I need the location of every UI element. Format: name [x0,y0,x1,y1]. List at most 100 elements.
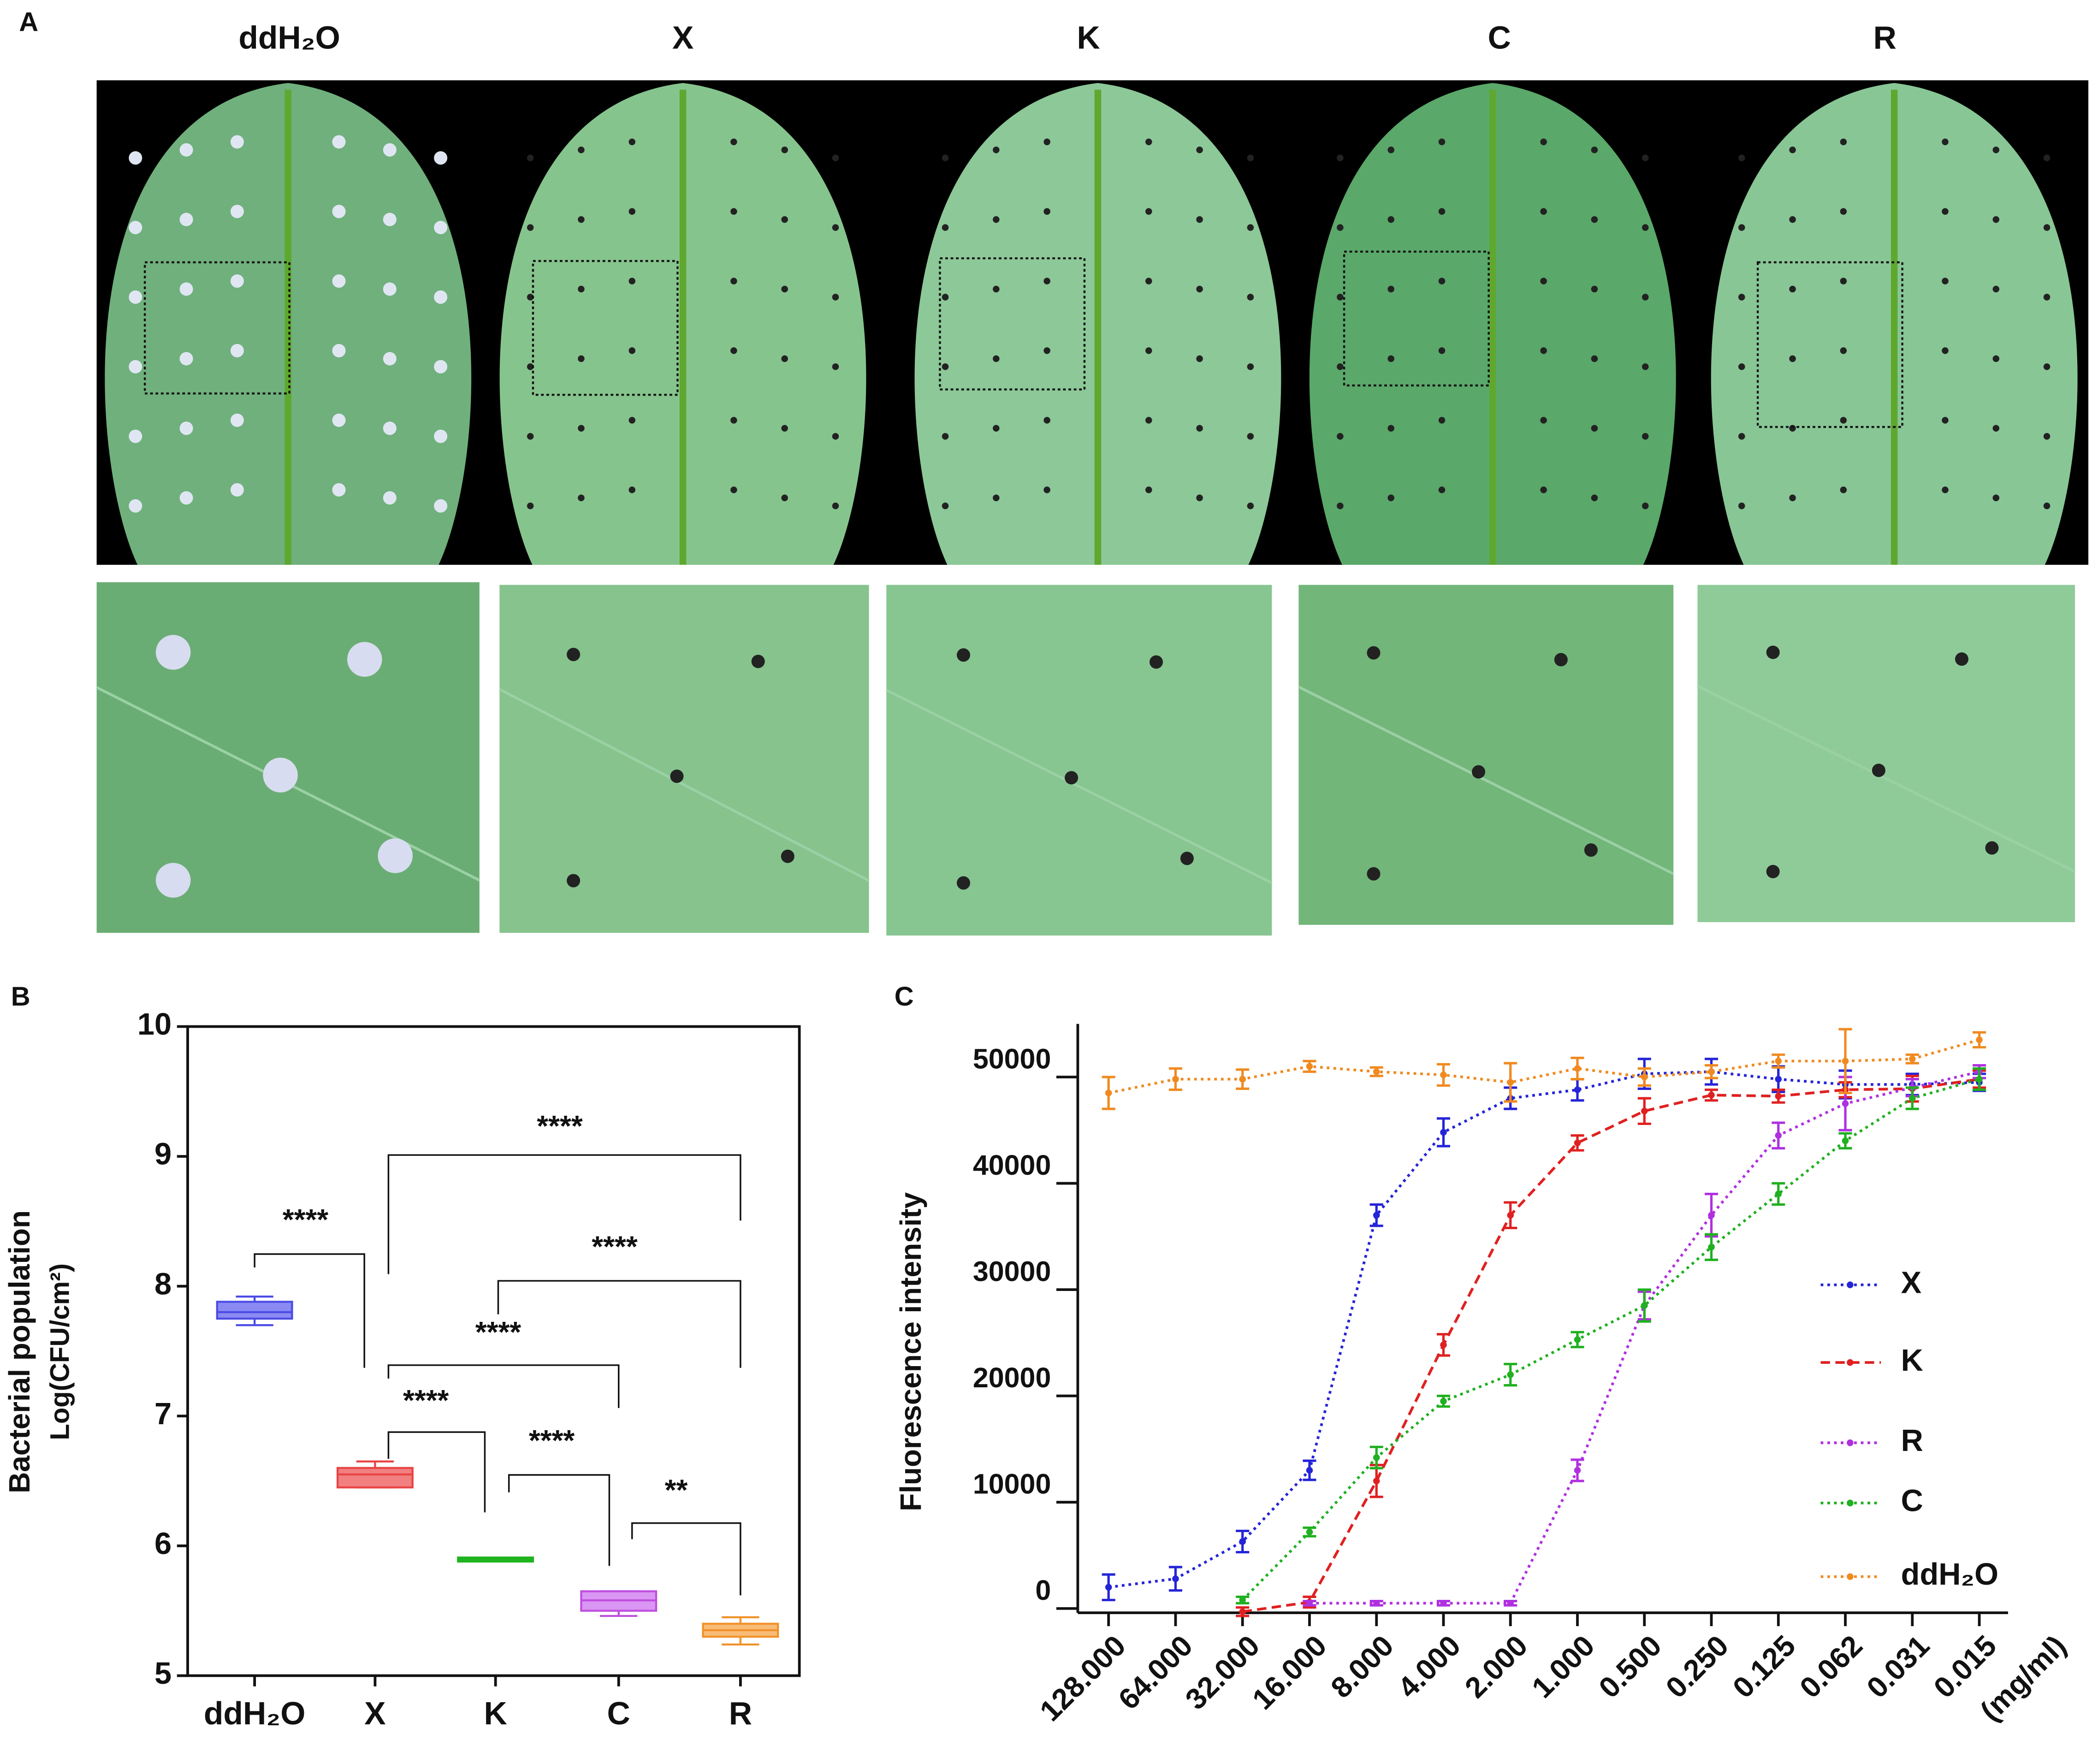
leaf-spot [129,499,142,513]
leaf-spot [332,205,346,219]
leaf-spot [1789,355,1796,362]
legend-label: C [1901,1484,1923,1518]
panel-a-photos: ddH₂O X K C R [96,19,2089,936]
crop-vein [499,688,870,882]
leaf-spot [1145,347,1152,354]
crop-spot [1766,645,1780,659]
point [1775,1058,1782,1065]
leaf-spot [578,494,585,502]
leaf-spot [383,282,397,296]
crop-spot [378,838,413,873]
leaf-spot [129,220,142,235]
leaf-spot [578,285,585,293]
leaf-spot [527,224,534,231]
crop-spot [1872,764,1885,777]
point [1775,1190,1782,1197]
leaf-spot [1438,138,1446,145]
crop-vein [1697,685,2076,873]
point [1239,1538,1246,1545]
leaf-spot [1247,363,1254,370]
y-tick-label: 9 [154,1137,172,1172]
leaf-spot [1642,294,1649,301]
crop-vein [886,689,1273,884]
leaf-spot [942,503,949,509]
leaf-spot [1738,294,1745,301]
leaf-spot [1591,146,1598,154]
leaf-spot [179,352,193,366]
leaf-spot [179,213,193,226]
box [336,1467,414,1489]
leaf-spot [1840,486,1847,493]
x-tick-label: 0.125 [1726,1629,1802,1705]
leaf-spot [1387,425,1394,432]
leaf-spot [1145,138,1152,145]
point [1105,1584,1112,1591]
leaf-spot [993,425,1000,432]
significance-bracket [387,1364,620,1408]
leaf-spot [332,274,346,288]
x-tick-label: 0.250 [1659,1629,1735,1705]
significance-bracket [508,1474,610,1566]
zoom-box [532,260,679,396]
leaf-spot [942,433,949,440]
leaf-spot [1540,486,1547,493]
legend-marker [1847,1573,1854,1580]
leaf-spot [1642,503,1649,509]
leaf-spot [1642,363,1649,370]
zoom-box [1343,250,1490,387]
leaf-spot [1540,347,1547,354]
leaf-spot [1738,224,1745,231]
leaf-label: R [1873,19,1896,55]
y-axis-label: Bacterial population [3,1210,36,1493]
leaf-spot [1942,278,1949,284]
point [1842,1137,1849,1144]
point [1775,1076,1782,1083]
y-tick-label: 0 [1035,1575,1051,1606]
crop-photo [499,585,869,933]
leaf-spot [832,224,839,231]
leaf-spot [434,220,448,235]
leaf-spot [434,499,448,513]
leaf-spot [1789,425,1796,432]
leaf-spot [1387,146,1394,154]
leaf-spot [2043,503,2051,509]
crop-photo [1298,585,1674,925]
point [1239,1597,1246,1604]
leaf-spot [628,486,636,493]
point [1440,1599,1447,1607]
leaf-spot [129,360,142,373]
x-tick-label: R [729,1695,752,1731]
leaf-spot [942,363,949,370]
leaf-spot [1387,494,1394,502]
panel-label: B [11,982,30,1012]
box [216,1301,293,1320]
point [1641,1107,1648,1115]
crop-spot [1472,765,1486,779]
leaf-spot [993,146,1000,154]
x-tick-label: 0.031 [1860,1629,1936,1705]
leaf-spot [434,429,448,443]
leaf-spot [527,294,534,301]
leaf-spot [2043,154,2051,161]
leaf-spot [942,294,949,301]
point [1306,1528,1313,1536]
crop-spot [1985,841,1999,855]
leaf-spot [1642,433,1649,440]
leaf-spot [1247,294,1254,301]
significance-label: **** [529,1424,575,1457]
leaf-spot [1145,486,1152,493]
leaf-spot [1942,347,1949,354]
leaf-spot [179,282,193,296]
leaf-spot [1196,425,1203,432]
leaf-spot [1591,285,1598,293]
significance-label: **** [475,1315,522,1349]
point [1172,1076,1179,1083]
point [1641,1073,1648,1081]
y-tick-label: 6 [154,1527,172,1561]
significance-label: **** [283,1203,329,1236]
leaf-spot [179,491,193,505]
point [1239,1608,1246,1615]
leaf-spot [1591,494,1598,502]
crop-spot [670,770,684,783]
